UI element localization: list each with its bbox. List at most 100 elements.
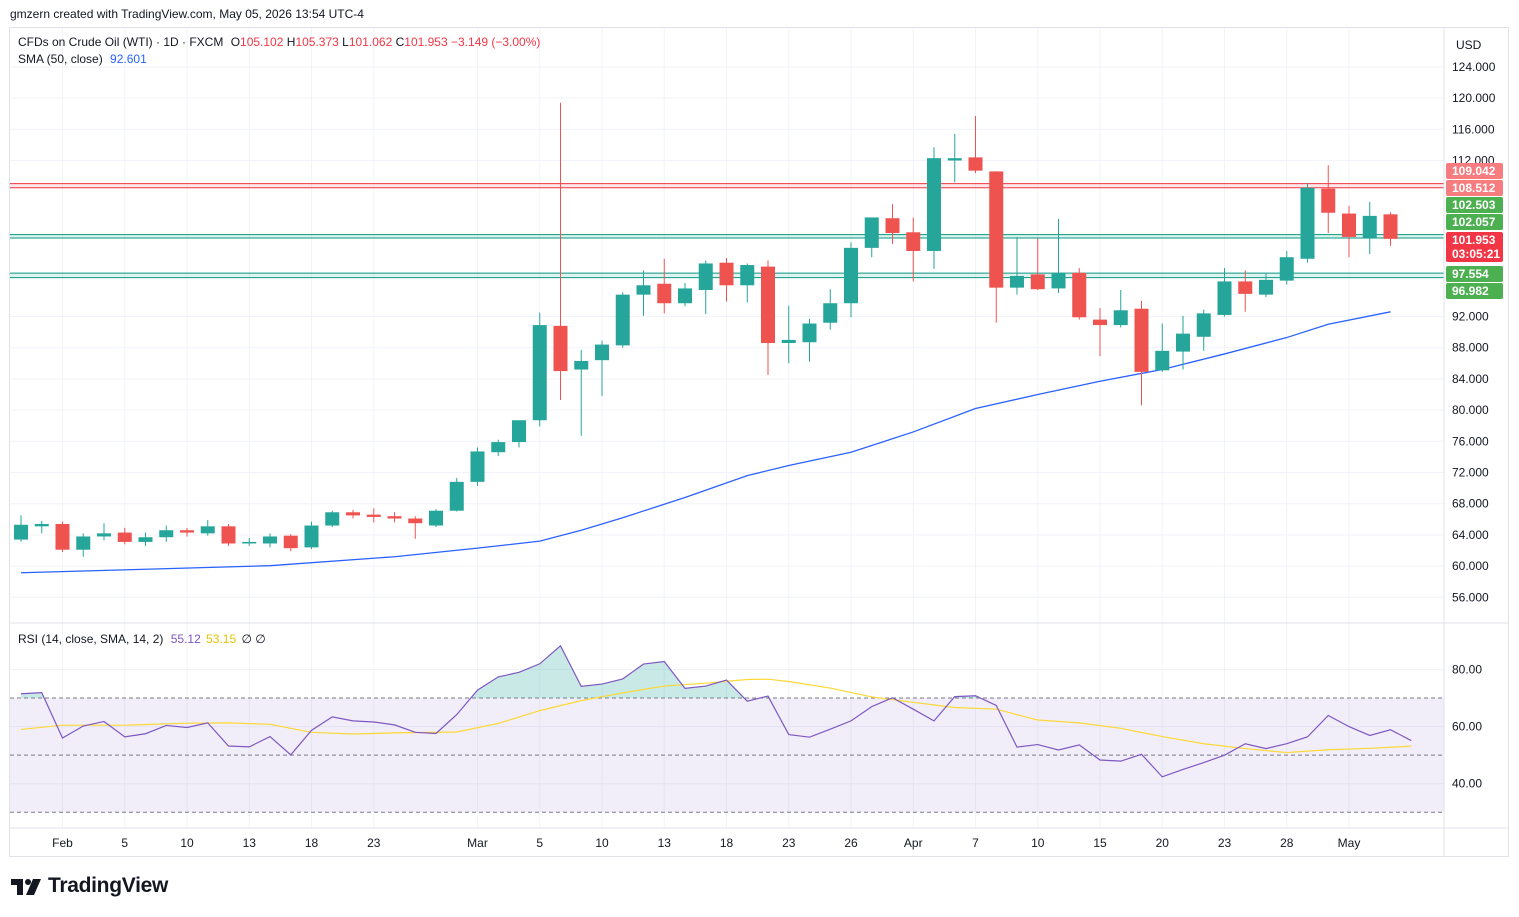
open-value: 105.102 xyxy=(240,35,284,49)
price-badge-bg xyxy=(1446,232,1503,248)
rsi-legend: RSI (14, close, SMA, 14, 2) 55.12 53.15 … xyxy=(18,632,266,646)
price-badge: 102.503 xyxy=(1446,197,1503,213)
candle-body xyxy=(574,360,589,370)
price-badge: 97.554 xyxy=(1446,266,1503,282)
candle-body xyxy=(1321,188,1336,213)
price-badge-text: 101.953 xyxy=(1452,233,1496,247)
candle-body xyxy=(138,537,153,542)
price-badge-bg xyxy=(1446,163,1503,179)
price-badge: 03:05:21 xyxy=(1446,246,1503,262)
candle-body xyxy=(1176,333,1190,352)
candle-body xyxy=(242,541,257,544)
candle-body xyxy=(366,514,381,517)
rsi-extra: ∅ ∅ xyxy=(241,632,266,646)
x-tick-label: 23 xyxy=(367,836,381,850)
candle-body xyxy=(1362,215,1377,238)
y-tick-label: 92.000 xyxy=(1452,310,1489,324)
y-tick-label: 120.000 xyxy=(1452,91,1496,105)
candle-body xyxy=(1093,319,1107,326)
x-tick-label: 23 xyxy=(782,836,796,850)
x-tick-label: 13 xyxy=(243,836,257,850)
x-tick-label: 10 xyxy=(595,836,609,850)
price-pane xyxy=(10,102,1444,574)
candle-body xyxy=(823,303,838,323)
rsi-pane xyxy=(10,644,1444,813)
x-tick-label: 10 xyxy=(180,836,194,850)
x-tick-label: Feb xyxy=(52,836,73,850)
candle-body xyxy=(989,171,1004,288)
level-zone xyxy=(10,183,1444,188)
candle-body xyxy=(1010,275,1024,288)
candle-body xyxy=(595,344,609,361)
symbol-legend: CFDs on Crude Oil (WTI) · 1D · FXCM O105… xyxy=(18,35,540,49)
open-label: O xyxy=(230,35,241,49)
candle-body xyxy=(304,525,319,548)
price-badge-bg xyxy=(1446,266,1503,282)
candle-body xyxy=(1134,308,1149,372)
candle-body xyxy=(719,262,734,286)
candle-body xyxy=(885,218,900,234)
rsi-overbought-fill xyxy=(470,645,745,699)
candle-body xyxy=(283,535,298,549)
y-tick-label: 84.000 xyxy=(1452,372,1489,386)
sma-value: 92.601 xyxy=(110,52,147,66)
candle-body xyxy=(698,263,713,290)
candle-body xyxy=(1030,274,1045,290)
price-badge-bg xyxy=(1446,197,1503,213)
level-zone xyxy=(10,234,1444,239)
grid-layer xyxy=(10,28,1444,828)
candle-body xyxy=(159,530,174,538)
currency-label[interactable]: USD xyxy=(1456,38,1482,52)
low-value: 101.062 xyxy=(348,35,393,49)
price-badge-text: 108.512 xyxy=(1452,181,1496,195)
y-tick-label: 68.000 xyxy=(1452,497,1489,511)
x-tick-label: 28 xyxy=(1280,836,1294,850)
candle-body xyxy=(76,536,91,550)
candle-body xyxy=(512,420,526,443)
price-badge-text: 102.057 xyxy=(1452,215,1496,229)
change-value: −3.149 (−3.00%) xyxy=(451,35,541,49)
candle-body xyxy=(1113,310,1128,326)
price-badge: 109.042 xyxy=(1446,163,1503,179)
candle-body xyxy=(636,285,651,295)
sma-label: SMA (50, close) xyxy=(18,52,103,66)
candle-body xyxy=(1072,272,1087,318)
y-tick-label: 56.000 xyxy=(1452,590,1489,604)
candle-body xyxy=(927,158,941,251)
price-badge-text: 97.554 xyxy=(1452,267,1489,281)
high-label: H xyxy=(286,35,296,49)
price-badge-bg xyxy=(1446,214,1503,230)
candle-body xyxy=(1051,272,1066,289)
candle-body xyxy=(97,533,111,537)
candle-body xyxy=(55,523,70,550)
x-tick-label: Apr xyxy=(904,836,923,850)
candle-body xyxy=(34,523,49,527)
symbol-title: CFDs on Crude Oil (WTI) · 1D · FXCM xyxy=(18,35,224,49)
candle-body xyxy=(947,158,962,161)
candle-body xyxy=(968,157,983,171)
x-tick-label: 18 xyxy=(305,836,319,850)
candle-body xyxy=(864,217,879,248)
x-tick-label: 26 xyxy=(844,836,858,850)
y-tick-label: 80.000 xyxy=(1452,403,1489,417)
price-badge: 101.953 xyxy=(1446,232,1503,248)
axis-layer: Feb 5 10 13 18 23 Mar 5 10 13 18 23 26 Apr 7 10 15 20 23 28… xyxy=(10,28,1508,856)
close-value: 101.953 xyxy=(404,35,448,49)
chart-frame xyxy=(9,27,1509,857)
rsi-value: 55.12 xyxy=(170,632,201,646)
y-tick-label: 60.000 xyxy=(1452,559,1489,573)
candle-body xyxy=(325,512,340,526)
chart-credit: gmzern created with TradingView.com, May… xyxy=(10,7,364,21)
candle-body xyxy=(678,288,692,304)
x-tick-label: 5 xyxy=(121,836,128,850)
candle-body xyxy=(906,232,921,251)
candle-body xyxy=(761,266,775,344)
candle-body xyxy=(844,247,858,304)
candle-body xyxy=(1279,257,1294,281)
price-badge-text: 109.042 xyxy=(1452,164,1496,178)
rsi-label: RSI (14, close, SMA, 14, 2) xyxy=(18,632,164,646)
y-tick-label: 88.000 xyxy=(1452,341,1489,355)
x-tick-label: 10 xyxy=(1031,836,1045,850)
candle-body xyxy=(221,526,236,544)
